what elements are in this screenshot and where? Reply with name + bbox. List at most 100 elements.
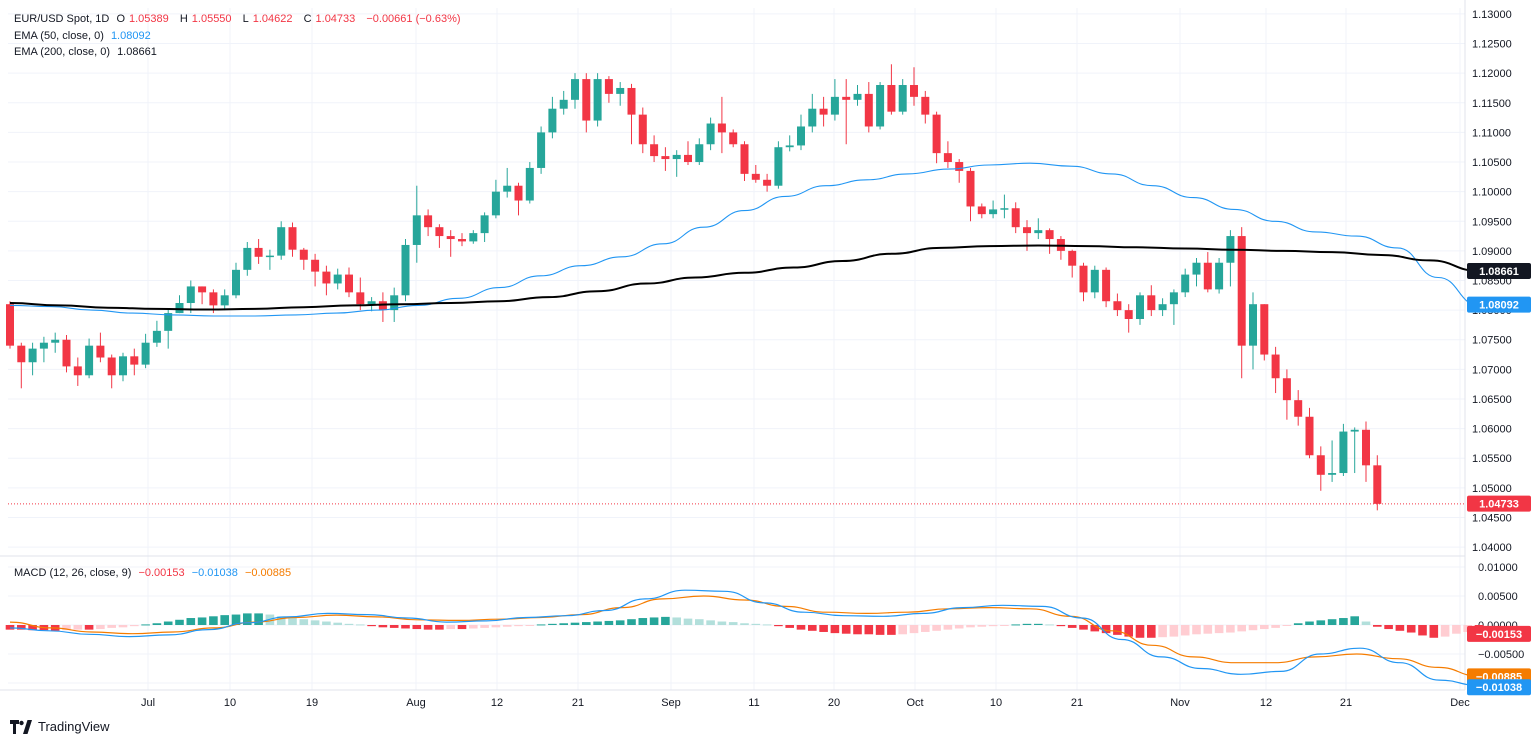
- candle-body: [616, 87, 625, 94]
- candle-body: [469, 233, 478, 242]
- candle-body: [672, 154, 681, 160]
- candle-body: [1181, 274, 1190, 293]
- candle-body: [717, 123, 726, 133]
- candle-body: [367, 301, 376, 305]
- macd-histogram-bar: [163, 621, 173, 625]
- macd-histogram-bar: [73, 625, 83, 630]
- macd-histogram-bar: [1373, 625, 1382, 627]
- macd-legend[interactable]: MACD (12, 26, close, 9) −0.00153 −0.0103…: [14, 567, 295, 579]
- macd-histogram-bar: [1395, 625, 1405, 631]
- macd-histogram-bar: [1101, 625, 1111, 634]
- macd-histogram-bar: [209, 616, 218, 625]
- candle-body: [1124, 310, 1133, 320]
- ema200-legend[interactable]: EMA (200, close, 0) 1.08661: [14, 46, 161, 58]
- x-tick-label: Nov: [1170, 697, 1190, 709]
- macd-histogram-bar: [152, 623, 162, 625]
- candle-body: [209, 292, 218, 306]
- candle-body: [932, 114, 941, 154]
- grid-lines: [0, 0, 1466, 691]
- x-tick-label: 12: [1260, 697, 1272, 709]
- candle-body: [1011, 208, 1020, 228]
- macd-histogram-bar: [1248, 625, 1258, 631]
- price-tick-label: 1.06000: [1472, 424, 1512, 436]
- low-label: L 1.04622: [242, 13, 293, 25]
- candle-body: [6, 304, 14, 346]
- x-tick-label: Jul: [141, 697, 155, 709]
- macd-histogram-bar: [1305, 621, 1314, 625]
- price-tick-label: 1.05500: [1472, 453, 1512, 465]
- macd-histogram-bar: [356, 624, 365, 626]
- macd-histogram-bar: [1452, 625, 1461, 634]
- macd-histogram-bar: [28, 625, 37, 631]
- x-tick-label: 11: [748, 697, 759, 709]
- x-tick-label: Dec: [1450, 697, 1470, 709]
- macd-histogram-bar: [751, 623, 761, 625]
- ema50-legend[interactable]: EMA (50, close, 0) 1.08092: [14, 30, 155, 42]
- price-tick-label: 1.10000: [1472, 187, 1512, 199]
- ema50-value: 1.08092: [110, 30, 151, 42]
- macd-histogram-bar: [62, 625, 71, 631]
- candle-body: [1113, 301, 1122, 311]
- candle-body: [751, 173, 760, 180]
- candle-body: [85, 345, 94, 376]
- macd-histogram-bar: [1203, 625, 1213, 634]
- macd-histogram: [5, 613, 1484, 638]
- macd-histogram-bar: [977, 625, 987, 627]
- macd-histogram-bar: [1147, 625, 1156, 638]
- candle-body: [763, 179, 772, 186]
- candle-body: [288, 227, 297, 250]
- macd-histogram-bar: [1113, 625, 1122, 635]
- candle-body: [977, 206, 986, 215]
- macd-line-label: −0.01038: [1476, 682, 1522, 694]
- macd-histogram-bar: [1440, 625, 1450, 637]
- macd-histogram-bar: [1135, 625, 1145, 638]
- candle-body: [198, 286, 207, 293]
- candle-body: [424, 215, 433, 228]
- candle-body: [1068, 250, 1077, 266]
- symbol-label[interactable]: EUR/USD Spot, 1D: [14, 13, 110, 25]
- candle-body: [435, 227, 444, 237]
- macd-histogram-bar: [740, 623, 749, 625]
- macd-histogram-bar: [593, 621, 602, 625]
- macd-histogram-bar: [1361, 621, 1371, 625]
- close-price-label: 1.04733: [1479, 499, 1519, 511]
- macd-histogram-bar: [830, 625, 840, 634]
- candle-body: [356, 292, 365, 305]
- candle-body: [164, 313, 173, 331]
- candle-body: [1373, 465, 1382, 504]
- price-tick-label: 1.12000: [1472, 68, 1512, 80]
- macd-histogram-bar: [1034, 623, 1043, 625]
- macd-histogram-bar: [887, 625, 896, 635]
- candle-body: [627, 87, 636, 115]
- x-tick-label: 12: [491, 697, 503, 709]
- macd-histogram-bar: [231, 614, 241, 625]
- macd-histogram-bar: [548, 623, 557, 625]
- candle-body: [175, 303, 184, 314]
- macd-line-label-bg: [1467, 679, 1531, 696]
- candle-body: [830, 96, 839, 115]
- macd-histogram-bar: [525, 625, 535, 626]
- candle-body: [390, 295, 399, 311]
- macd-histogram-bar: [254, 613, 263, 625]
- x-tick-label: 21: [1340, 697, 1352, 709]
- macd-line-value: −0.01038: [191, 567, 238, 579]
- candle-body: [740, 144, 749, 174]
- macd-histogram-bar: [1169, 625, 1179, 637]
- ema200-line: [9, 244, 1480, 311]
- close-price-label-bg: [1467, 495, 1531, 512]
- candle-body: [73, 366, 82, 376]
- tradingview-logo[interactable]: TradingView: [10, 719, 110, 734]
- macd-histogram-bar: [17, 625, 26, 630]
- candle-body: [277, 227, 286, 256]
- candle-body: [311, 259, 320, 272]
- candle-body: [853, 93, 862, 100]
- candle-body: [695, 144, 704, 163]
- macd-histogram-bar: [638, 618, 648, 625]
- macd-histogram-bar: [1214, 625, 1224, 634]
- candle-body: [1271, 354, 1280, 379]
- ema50-price-label-bg: [1467, 296, 1531, 313]
- candle-body: [819, 108, 828, 115]
- macd-histogram-bar: [649, 617, 659, 625]
- candle-body: [1294, 400, 1303, 417]
